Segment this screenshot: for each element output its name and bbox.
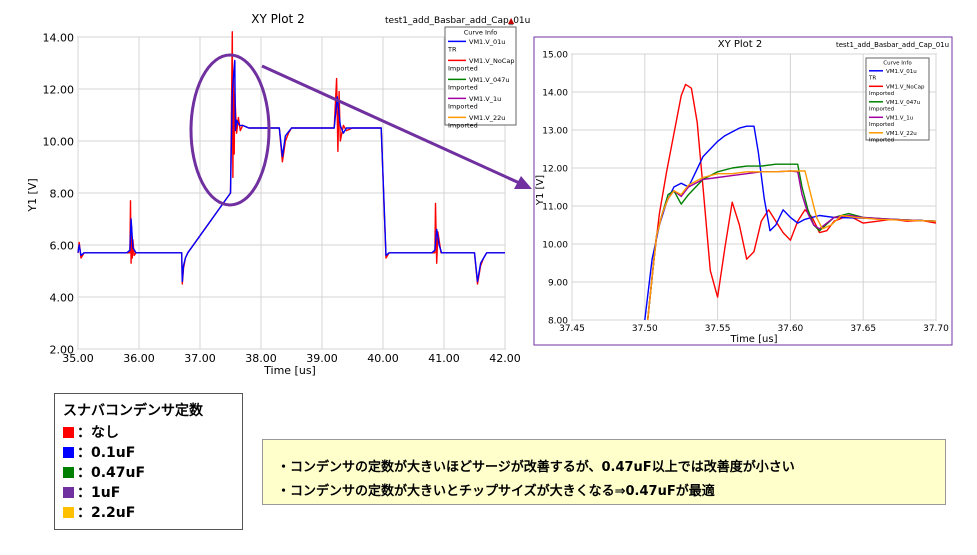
y-tick-label: 6.00: [50, 240, 75, 253]
arrow-head-icon: [514, 176, 532, 189]
legend-label: ：0.1uF: [77, 445, 136, 461]
x-tick-label: 39.00: [306, 352, 338, 365]
y-tick-label: 8.00: [50, 188, 75, 201]
chart-title: XY Plot 2: [251, 12, 304, 26]
highlight-ellipse: [189, 53, 271, 207]
legend-entry-sub: TR: [447, 46, 457, 54]
color-swatch: [63, 506, 74, 518]
color-swatch: [63, 426, 74, 438]
legend-entry-sub: Imported: [448, 84, 478, 92]
legend-item: ：2.2uF: [63, 503, 135, 521]
snubber-capacitor-legend: スナバコンデンサ定数 ：なし ：0.1uF ：0.47uF ：1uF ：2.2u…: [54, 393, 243, 530]
zoom-arrow: [261, 64, 527, 188]
y-tick-label: 12.00: [43, 84, 75, 97]
y-tick-label: 2.00: [50, 344, 75, 357]
legend-item: ：0.1uF: [63, 443, 135, 461]
x-tick-label: 35.00: [62, 352, 94, 365]
legend-entry-label: VM1.V_22u: [469, 114, 505, 122]
series-line-VM1.V_01u: [77, 59, 505, 283]
x-tick-label: 37.00: [184, 352, 216, 365]
legend-entry-label: VM1.V_01u: [469, 38, 505, 46]
legend-item: ：なし: [63, 423, 119, 441]
conclusion-note: ・コンデンサの定数が大きいほどサージが改善するが、0.47uF以上では改善度が小…: [262, 439, 946, 505]
legend-title: Curve Info: [464, 29, 498, 37]
x-tick-label: 40.00: [367, 352, 399, 365]
color-swatch: [63, 446, 74, 458]
y-tick-label: 10.00: [43, 136, 75, 149]
y-axis-label: Y1 [V]: [26, 178, 39, 212]
x-axis-label: Time [us]: [263, 364, 316, 377]
legend-label: ：2.2uF: [77, 505, 136, 521]
x-tick-label: 41.00: [428, 352, 460, 365]
legend-label: ：1uF: [77, 485, 121, 501]
note-line: ・コンデンサの定数が大きいほどサージが改善するが、0.47uF以上では改善度が小…: [277, 460, 795, 475]
color-swatch: [63, 466, 74, 478]
chart-subtitle: test1_add_Basbar_add_Cap_01u: [385, 16, 530, 26]
legend-label: ：なし: [77, 425, 119, 441]
legend-frame: [444, 26, 517, 126]
legend-label: ：0.47uF: [77, 465, 146, 481]
legend-item: ：0.47uF: [63, 463, 145, 481]
legend-entry-sub: Imported: [448, 103, 478, 111]
legend-title: スナバコンデンサ定数: [63, 403, 203, 419]
legend-entry-label: VM1.V_NoCap: [469, 57, 514, 65]
legend-item: ：1uF: [63, 483, 120, 501]
note-line: ・コンデンサの定数が大きいとチップサイズが大きくなる⇒0.47uFが最適: [277, 484, 715, 499]
color-swatch: [63, 486, 74, 498]
x-tick-label: 38.00: [245, 352, 277, 365]
x-tick-label: 42.00: [489, 352, 521, 365]
y-tick-label: 14.00: [43, 32, 75, 45]
curve-info-legend: Curve InfoVM1.V_01uTRVM1.V_NoCapImported…: [444, 26, 517, 130]
y-tick-label: 4.00: [50, 292, 75, 305]
legend-entry-sub: Imported: [448, 122, 478, 130]
legend-entry-label: VM1.V_047u: [469, 76, 509, 84]
triangle-icon: ▲: [508, 16, 515, 25]
legend-entry-label: VM1.V_1u: [469, 95, 501, 103]
x-tick-label: 36.00: [123, 352, 155, 365]
legend-entry-sub: Imported: [448, 65, 478, 73]
